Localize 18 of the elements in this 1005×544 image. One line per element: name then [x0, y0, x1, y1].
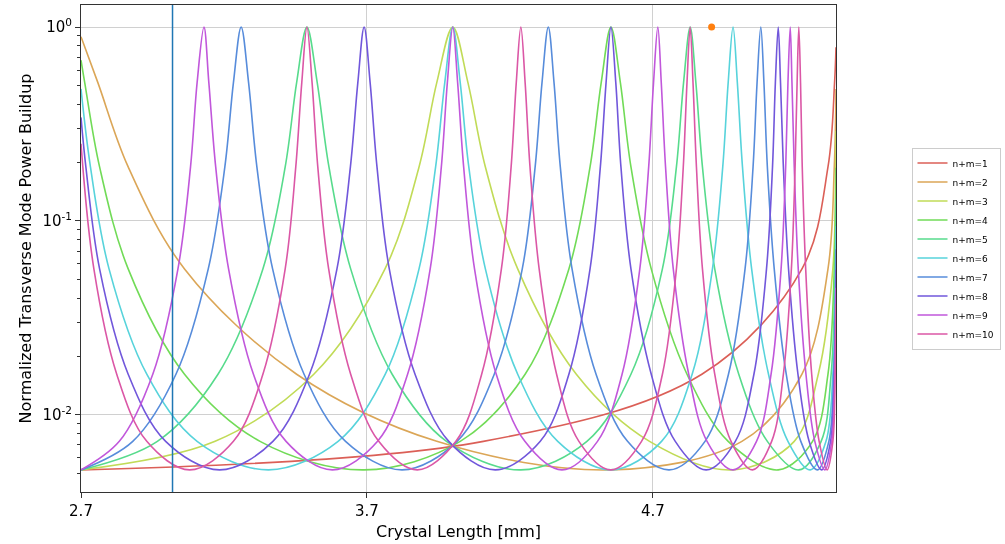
legend-label: n+m=5: [952, 234, 988, 245]
legend-label: n+m=6: [952, 253, 989, 264]
legend-label: n+m=9: [952, 310, 989, 321]
legend-label: n+m=3: [952, 196, 988, 207]
y-tick-label: 10$^{0}$: [46, 16, 72, 37]
y-tick-label: 10$^{-2}$: [42, 403, 72, 425]
x-tick-label: 3.7: [355, 502, 379, 520]
legend-label: n+m=4: [952, 215, 989, 226]
x-axis-title: Crystal Length [mm]: [375, 521, 542, 541]
y-tick-label: 10$^{-1}$: [42, 209, 72, 231]
legend-label: n+m=2: [952, 177, 988, 188]
legend-label: n+m=10: [952, 329, 994, 340]
x-tick-label: 4.7: [641, 502, 665, 520]
legend-label: n+m=8: [952, 291, 989, 302]
y-axis-title: Normalized Transverse Mode Power Buildup: [16, 73, 36, 424]
legend-label: n+m=1: [952, 158, 988, 169]
legend-label: n+m=7: [952, 272, 988, 283]
x-tick-label: 2.7: [69, 502, 93, 520]
